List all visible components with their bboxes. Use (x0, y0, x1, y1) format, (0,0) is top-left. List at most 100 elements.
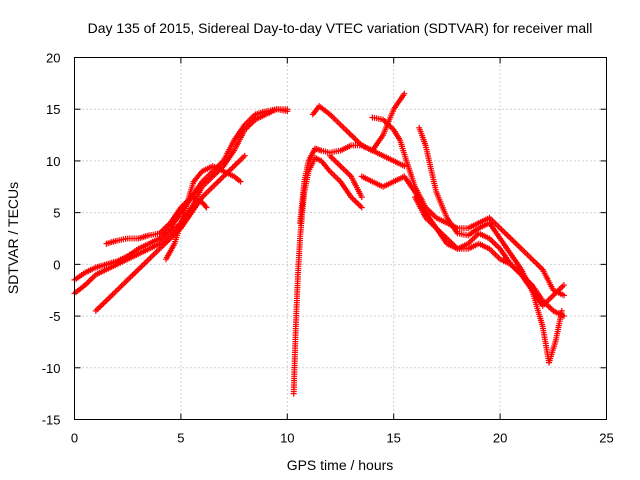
data-point-run (146, 241, 161, 252)
y-axis-label: SDTVAR / TECUs (5, 182, 21, 294)
data-point-run (124, 247, 140, 260)
data-point (358, 204, 365, 211)
data-point-run (209, 174, 225, 190)
data-point-run (135, 232, 151, 242)
data-point (358, 194, 365, 201)
data-point-run (135, 257, 151, 273)
data-point-run (209, 163, 225, 174)
data-point-run (369, 178, 385, 189)
data-point-run (390, 92, 407, 113)
data-point-run (167, 206, 183, 226)
x-tick-label: 15 (386, 431, 400, 446)
data-point-run (403, 157, 418, 188)
data-point-run (412, 194, 428, 219)
data-point-run (114, 253, 129, 265)
data-point-run (163, 242, 177, 263)
data-point-run (167, 211, 183, 232)
data-point-run (529, 256, 545, 272)
x-tick-label: 0 (71, 431, 78, 446)
data-point-run (518, 245, 534, 261)
x-tick-label: 25 (599, 431, 613, 446)
data-point-run (497, 225, 513, 240)
data-point-run (539, 266, 556, 292)
data-point-run (475, 220, 491, 232)
data-point-run (82, 273, 98, 288)
data-point-run (465, 241, 480, 252)
data-point-run (241, 112, 257, 128)
data-point-run (301, 160, 312, 185)
data-point-run (220, 139, 237, 164)
data-point-run (465, 220, 480, 232)
data-point (284, 108, 291, 115)
data-point-run (82, 265, 97, 276)
data-point-run (507, 261, 523, 277)
data-point (560, 313, 567, 320)
series-track-9 (326, 152, 365, 201)
data-point-run (220, 168, 236, 179)
data-point-run (190, 169, 204, 185)
data-point-run (316, 103, 332, 117)
data-point (237, 178, 244, 185)
data-point-run (156, 226, 172, 242)
data-point-run (294, 237, 303, 278)
data-point-run (416, 124, 428, 147)
data-point-run (348, 173, 364, 199)
data-point-run (146, 247, 162, 263)
data-point-run (422, 142, 439, 193)
data-point-run (326, 152, 342, 168)
data-point-run (390, 174, 406, 185)
data-point-run (114, 257, 129, 268)
data-point-run (171, 222, 184, 247)
data-point (401, 163, 408, 170)
x-tick-label: 5 (177, 431, 184, 446)
y-tick-label: 15 (46, 102, 60, 117)
data-point-run (443, 214, 460, 235)
data-point-run (184, 180, 196, 206)
data-point-run (486, 220, 502, 240)
data-point-run (146, 236, 161, 247)
data-point-run (465, 231, 481, 247)
data-point-run (390, 126, 402, 142)
data-point-run (348, 194, 364, 209)
series-track-4 (103, 194, 210, 247)
data-point-run (390, 157, 406, 169)
data-point (203, 204, 210, 211)
y-tick-label: 10 (46, 154, 60, 169)
data-point-run (401, 173, 417, 194)
data-point-run (199, 164, 214, 175)
data-point-run (199, 185, 215, 201)
data-point-run (318, 157, 332, 173)
data-point-run (337, 178, 353, 199)
data-point-run (103, 262, 119, 273)
data-point-run (550, 283, 566, 299)
data-point-run (252, 112, 268, 123)
y-tick-label: 5 (53, 206, 60, 221)
data-point-run (326, 148, 342, 156)
data-point-run (135, 241, 151, 252)
series-track-5 (163, 163, 244, 263)
y-tick-label: -15 (42, 413, 61, 428)
data-point-run (231, 128, 247, 154)
data-point-run (297, 180, 308, 226)
data-point-run (337, 121, 353, 137)
series-track-3 (92, 152, 248, 314)
series-track-8 (309, 103, 408, 170)
data-point-run (475, 240, 491, 251)
data-point-run (124, 268, 140, 283)
data-point-run (433, 225, 449, 240)
data-point (401, 90, 408, 97)
data-point-run (337, 163, 353, 178)
data-point-run (220, 149, 236, 170)
data-point-run (231, 154, 247, 170)
data-point-run (156, 221, 172, 237)
data-point-run (369, 147, 385, 158)
data-point-run (546, 341, 558, 366)
data-point-run (518, 271, 534, 287)
data-point-run (114, 235, 129, 244)
y-tick-label: 20 (46, 51, 60, 66)
data-point-run (124, 251, 140, 263)
series-track-10 (369, 114, 567, 299)
data-point-run (497, 235, 513, 256)
data-points (71, 90, 567, 397)
